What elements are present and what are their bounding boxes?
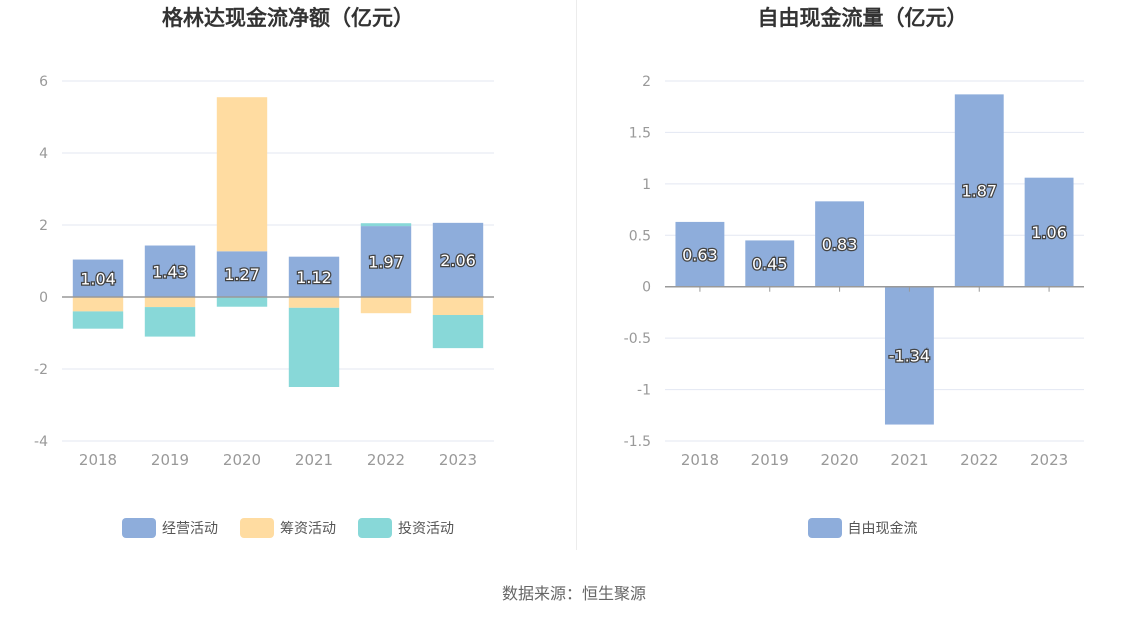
bar-investing [288,307,340,387]
bar-free-cash-flow [745,240,795,287]
bar-financing [72,297,124,312]
bar-free-cash-flow [1024,177,1074,287]
legend-label: 经营活动 [162,521,218,537]
chart-title: 自由现金流量（亿元） [757,6,968,30]
x-tick-label: 2018 [681,451,719,469]
legend-swatch [358,518,392,538]
y-tick-label: 2 [642,74,651,90]
y-tick-label: 0 [642,280,651,296]
data-source-note: 数据来源：恒生聚源 [501,584,646,603]
y-tick-label: 4 [39,146,48,162]
x-tick-label: 2021 [295,451,333,469]
bar-operating [144,245,196,297]
x-tick-label: 2020 [223,451,261,469]
data-label: -1.34 [889,347,930,366]
bar-financing [216,97,268,252]
bar-operating [216,251,268,297]
data-label: 0.63 [682,245,718,264]
chart-title: 格林达现金流净额（亿元） [162,6,414,30]
data-label: 1.43 [152,262,188,281]
x-tick-label: 2022 [960,451,998,469]
bar-free-cash-flow [675,221,725,287]
x-tick-label: 2018 [79,451,117,469]
y-tick-label: 0 [39,290,48,306]
bar-operating [360,226,412,297]
bar-financing [432,297,484,315]
data-label: 1.97 [368,253,404,272]
legend-swatch [807,518,842,538]
free-cash-flow-chart: -1.5 -1 -0.5 0 0.5 1 1.5 2 2018 2019 2020 2021 2022 2… [624,74,1084,469]
y-tick-label: -2 [34,362,48,378]
legend-label: 筹资活动 [280,521,336,537]
bar-operating [432,222,484,297]
x-tick-label: 2019 [751,451,789,469]
y-tick-label: -1 [637,383,651,399]
legend-item-investing[interactable]: 投资活动 [358,518,454,538]
data-label: 1.04 [80,269,116,288]
bar-investing [72,311,124,329]
bar-investing [216,297,268,307]
x-tick-label: 2021 [890,451,928,469]
legend-swatch [122,518,156,538]
y-tick-label: -4 [34,434,48,450]
panel-divider [576,0,577,550]
x-tick-label: 2019 [151,451,189,469]
bar-financing [288,297,340,308]
legend-label: 自由现金流 [847,521,918,537]
y-tick-label: -0.5 [624,331,651,347]
legend-swatch [240,518,274,538]
bar-free-cash-flow [884,286,934,425]
bar-financing [144,297,196,308]
y-tick-label: 2 [39,218,48,234]
x-tick-label: 2022 [367,451,405,469]
chart-legend: 自由现金流 [577,518,1148,538]
chart-legend: 经营活动 筹资活动 投资活动 [0,518,576,538]
bar-operating [72,259,124,297]
x-tick-label: 2020 [820,451,858,469]
data-label: 0.83 [822,235,858,254]
legend-item-financing[interactable]: 筹资活动 [240,518,336,538]
bar-investing [144,307,196,337]
bar-investing [360,223,412,227]
bar-investing [432,315,484,349]
y-tick-label: -1.5 [624,434,651,450]
bar-operating [288,256,340,297]
y-tick-label: 6 [39,74,48,90]
net-cash-flow-chart-panel: 格林达现金流净额（亿元） -4 -2 0 2 4 6 2018 2019 2020 2021 202… [0,0,576,550]
x-tick-label: 2023 [1030,451,1068,469]
legend-item-free-cash-flow[interactable]: 自由现金流 [807,518,918,538]
data-label: 1.27 [224,265,260,284]
data-label: 1.87 [961,182,997,201]
data-label: 1.06 [1031,223,1067,242]
bar-free-cash-flow [815,201,865,287]
bar-financing [360,297,412,314]
legend-item-operating[interactable]: 经营活动 [122,518,218,538]
y-tick-label: 1 [642,177,651,193]
data-label: 0.45 [752,255,788,274]
x-tick-label: 2023 [439,451,477,469]
bar-free-cash-flow [954,94,1004,287]
net-cash-flow-chart: -4 -2 0 2 4 6 2018 2019 2020 2021 2022 2023 1.04 1.43… [34,74,494,469]
y-tick-label: 0.5 [629,228,651,244]
legend-label: 投资活动 [398,521,454,537]
free-cash-flow-chart-panel: 自由现金流量（亿元） -1.5 -1 -0.5 0 0.5 1 1.5 2 2018 2019 20… [577,0,1148,550]
y-tick-label: 1.5 [629,125,651,141]
data-label: 1.12 [296,268,332,287]
data-label: 2.06 [440,251,476,270]
